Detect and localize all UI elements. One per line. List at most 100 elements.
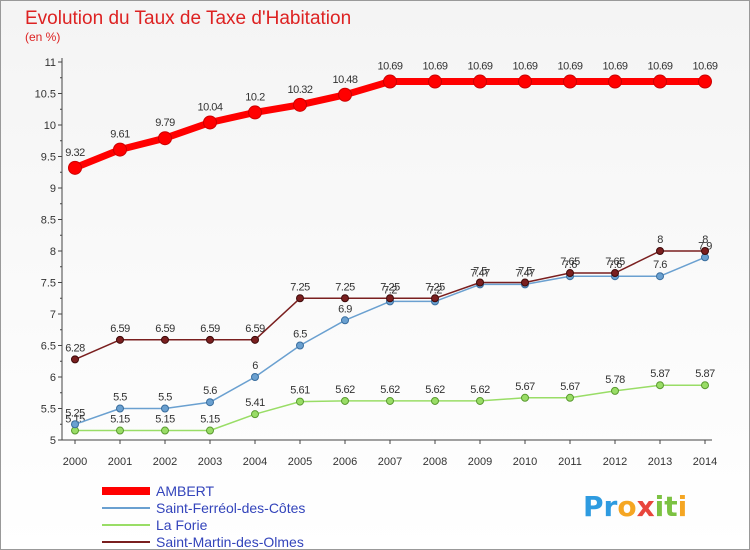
data-label: 5.62	[335, 384, 355, 396]
data-point	[206, 426, 214, 435]
data-point	[386, 396, 394, 405]
data-label: 6.59	[245, 323, 265, 335]
data-point	[71, 420, 79, 429]
series-0: 9.32 9.61 9.79 10.04 10.2 10.32 10.48 10.69 10.6…	[65, 61, 718, 175]
data-point	[251, 335, 259, 344]
data-point	[68, 160, 82, 175]
y-tick-label: 10	[44, 120, 56, 132]
data-point	[341, 396, 349, 405]
x-tick-label: 2000	[63, 456, 87, 468]
data-label: 6.59	[155, 323, 175, 335]
data-label: 6.28	[65, 342, 85, 354]
data-label: 10.69	[377, 61, 402, 73]
data-point	[161, 426, 169, 435]
data-point	[428, 74, 442, 89]
axes: 5 5.5 6 6.5 7 7.5 8 8.5 9 9.5 10 10.5 11 2000 2001 2002…	[35, 57, 718, 468]
data-label: 7.5	[473, 266, 487, 278]
data-label: 5.5	[158, 392, 172, 404]
data-point	[476, 278, 484, 287]
data-label: 7.47	[470, 267, 490, 279]
data-point	[386, 294, 394, 303]
data-label: 10.04	[197, 101, 222, 113]
y-tick-label: 8	[50, 246, 56, 258]
data-label: 5.61	[290, 385, 310, 397]
data-point	[161, 335, 169, 344]
data-label: 5.62	[470, 384, 490, 396]
y-tick-label: 8.5	[41, 215, 56, 227]
data-point	[113, 142, 127, 157]
data-label: 10.69	[467, 61, 492, 73]
data-point	[161, 404, 169, 413]
y-tick-label: 7.5	[41, 278, 56, 290]
data-label: 5.15	[110, 414, 130, 426]
data-point	[656, 381, 664, 390]
y-tick-label: 10.5	[35, 89, 56, 101]
data-point	[473, 74, 487, 89]
data-label: 7.6	[563, 259, 577, 271]
data-label: 5.41	[245, 397, 265, 409]
data-point	[611, 386, 619, 395]
data-label: 9.32	[65, 147, 85, 159]
y-tick-label: 9	[50, 183, 56, 195]
data-point	[341, 294, 349, 303]
data-label: 8	[657, 234, 663, 246]
data-point	[251, 373, 259, 381]
data-point	[203, 115, 217, 130]
data-point	[296, 341, 304, 350]
legend-label: AMBERT	[156, 483, 215, 499]
data-point	[611, 269, 619, 278]
chart-subtitle: (en %)	[25, 30, 60, 44]
x-tick-label: 2014	[693, 456, 717, 468]
data-label: 6.5	[293, 329, 307, 341]
data-point	[206, 398, 214, 407]
y-tick-label: 5.5	[41, 404, 56, 416]
data-point	[656, 247, 664, 255]
logo-text: Proxiti	[583, 490, 687, 523]
data-label: 5.25	[65, 407, 85, 419]
x-tick-label: 2012	[603, 456, 627, 468]
data-point	[656, 272, 664, 281]
data-label: 5.5	[113, 392, 127, 404]
x-tick-label: 2013	[648, 456, 672, 468]
data-label: 5.87	[695, 368, 715, 380]
data-point	[521, 278, 529, 287]
legend-label: La Forie	[156, 517, 208, 533]
data-point	[521, 393, 529, 402]
data-point	[518, 74, 532, 89]
data-label: 10.48	[332, 74, 357, 86]
data-label: 10.69	[692, 61, 717, 73]
data-point	[563, 74, 577, 89]
data-point	[698, 74, 712, 89]
data-label: 10.2	[245, 91, 265, 103]
x-tick-label: 2009	[468, 456, 492, 468]
data-point	[653, 74, 667, 89]
x-tick-label: 2006	[333, 456, 357, 468]
y-tick-label: 6	[50, 372, 56, 384]
data-point	[566, 393, 574, 402]
data-label: 7.65	[605, 256, 625, 268]
data-point	[116, 335, 124, 344]
data-label: 10.69	[647, 61, 672, 73]
x-tick-label: 2008	[423, 456, 447, 468]
legend-label: Saint-Ferréol-des-Côtes	[156, 500, 305, 516]
x-tick-label: 2010	[513, 456, 537, 468]
data-point	[116, 404, 124, 413]
legend-label: Saint-Martin-des-Olmes	[156, 534, 304, 550]
data-point	[158, 131, 172, 146]
y-tick-label: 5	[50, 435, 56, 447]
data-point	[476, 396, 484, 405]
data-label: 5.15	[200, 414, 220, 426]
series-layer: 5.15 5.15 5.15 5.155.415.61 5.62 5.62 5.62 5.62…	[65, 61, 718, 435]
data-label: 7.2	[383, 284, 397, 296]
data-label: 7.6	[608, 259, 622, 271]
data-label: 10.69	[557, 61, 582, 73]
y-tick-label: 6.5	[41, 341, 56, 353]
data-label: 6.9	[338, 303, 352, 315]
data-label: 5.67	[560, 381, 580, 393]
data-point	[293, 97, 307, 112]
x-tick-label: 2011	[558, 456, 582, 468]
data-label: 5.15	[155, 414, 175, 426]
